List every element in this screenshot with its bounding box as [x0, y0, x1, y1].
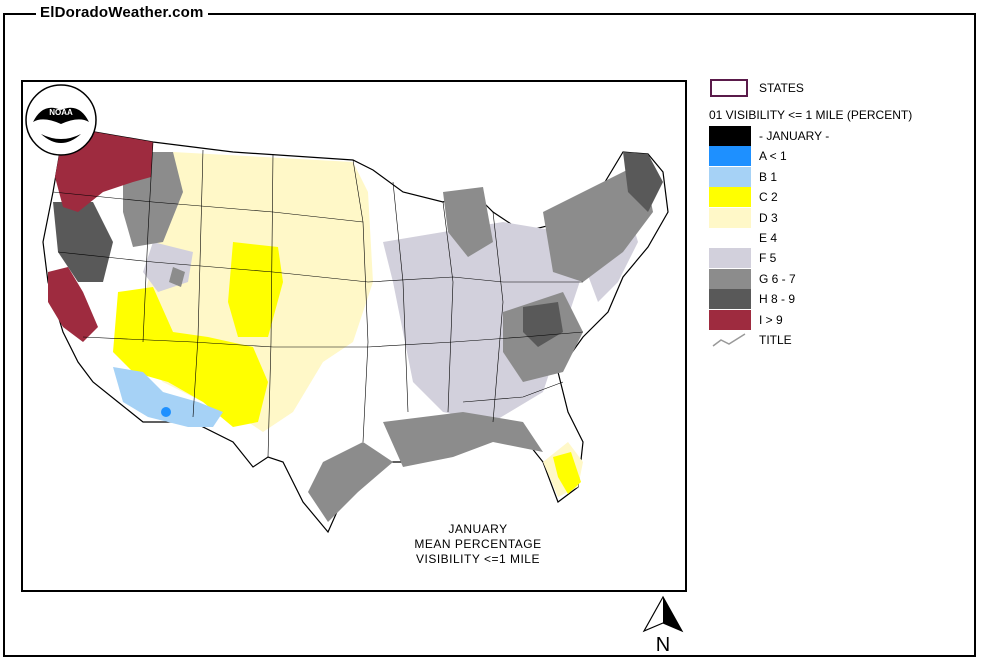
legend-item-label: F 5: [759, 251, 777, 266]
legend-item: C 2: [709, 187, 969, 208]
legend-swatch: [709, 126, 751, 146]
caption-line-measure: MEAN PERCENTAGE: [414, 537, 542, 551]
legend-item-label: E 4: [759, 231, 778, 245]
legend-swatch: [709, 248, 751, 269]
legend-item-label: H 8 - 9: [759, 292, 796, 307]
legend-swatch: [709, 207, 751, 228]
us-map: [42, 129, 669, 534]
outer-frame: [3, 13, 976, 657]
legend-item-label: A < 1: [759, 149, 787, 164]
legend-item-label: I > 9: [759, 312, 783, 327]
legend-states-row: STATES: [709, 78, 969, 98]
legend-item: E 4: [709, 228, 969, 248]
map-panel: JANUARY MEAN PERCENTAGE VISIBILITY <=1 M…: [21, 80, 687, 592]
legend-item: D 3: [709, 207, 969, 228]
state-boundaries: [52, 141, 584, 458]
title-symbol: [712, 333, 746, 347]
legend-item-label: C 2: [759, 190, 778, 205]
legend-title-row: TITLE: [709, 330, 969, 350]
legend-item-label: D 3: [759, 210, 778, 225]
legend-item-label: - JANUARY -: [759, 129, 830, 143]
legend-item: - JANUARY -: [709, 126, 969, 146]
legend-swatch: [709, 289, 751, 310]
legend-swatch: [709, 166, 751, 187]
legend-item: B 1: [709, 166, 969, 187]
noaa-logo-text: NOAA: [49, 108, 73, 117]
legend-item-label: G 6 - 7: [759, 271, 796, 286]
legend-item: H 8 - 9: [709, 289, 969, 310]
legend-swatch: [709, 309, 751, 330]
map-caption: JANUARY MEAN PERCENTAGE VISIBILITY <=1 M…: [403, 522, 553, 567]
legend-title: 01 VISIBILITY <= 1 MILE (PERCENT): [709, 108, 913, 122]
north-arrow: N: [642, 595, 684, 656]
legend-swatch: [709, 228, 751, 248]
legend-item-label: B 1: [759, 169, 778, 184]
legend-item: A < 1: [709, 146, 969, 167]
legend-swatch: [709, 146, 751, 167]
noaa-logo: NOAA: [25, 84, 97, 156]
states-swatch: [710, 79, 748, 97]
legend-title-symbol-label: TITLE: [759, 333, 792, 347]
caption-line-variable: VISIBILITY <=1 MILE: [415, 552, 540, 566]
legend-swatch: [709, 268, 751, 289]
legend-states-label: STATES: [759, 81, 804, 95]
legend-item: G 6 - 7: [709, 268, 969, 289]
legend-swatch: [709, 187, 751, 208]
north-label: N: [656, 634, 670, 656]
legend-item: F 5: [709, 248, 969, 269]
site-title: ElDoradoWeather.com: [36, 4, 208, 21]
legend-item: I > 9: [709, 309, 969, 330]
caption-line-month: JANUARY: [448, 522, 508, 536]
